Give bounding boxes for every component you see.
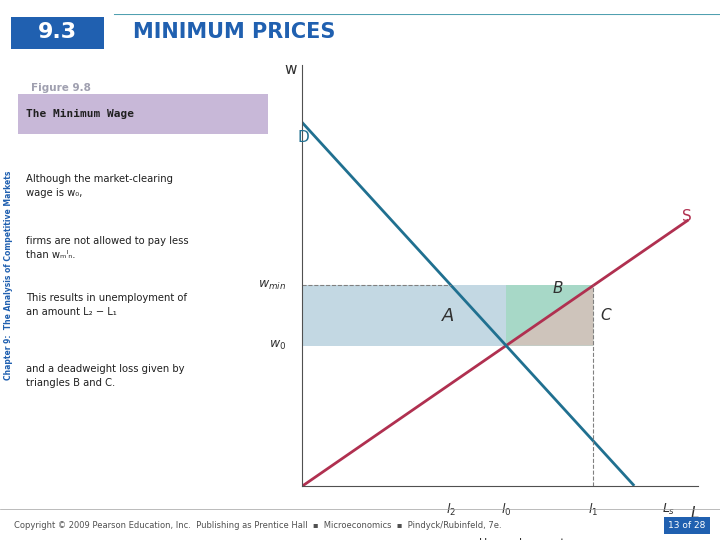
Text: w: w (284, 62, 297, 77)
Text: Although the market-clearing
wage is w₀,: Although the market-clearing wage is w₀, (26, 173, 173, 198)
Text: $l_1$: $l_1$ (588, 502, 598, 518)
Text: $w_0$: $w_0$ (269, 339, 286, 352)
Text: 13 of 28: 13 of 28 (668, 521, 706, 530)
Text: A: A (441, 307, 454, 325)
Text: $L_s$: $L_s$ (662, 502, 676, 517)
Polygon shape (506, 286, 593, 346)
Text: Figure 9.8: Figure 9.8 (31, 83, 91, 93)
Text: Copyright © 2009 Pearson Education, Inc.  Publishing as Prentice Hall  ▪  Microe: Copyright © 2009 Pearson Education, Inc.… (14, 521, 502, 530)
Text: and a deadweight loss given by
triangles B and C.: and a deadweight loss given by triangles… (26, 364, 184, 388)
Text: 9.3: 9.3 (38, 22, 77, 43)
Text: Chapter 9:  The Analysis of Competitive Markets: Chapter 9: The Analysis of Competitive M… (4, 171, 14, 380)
FancyBboxPatch shape (18, 94, 268, 134)
Polygon shape (506, 286, 593, 346)
Polygon shape (302, 286, 593, 346)
Text: $w_{min}$: $w_{min}$ (258, 279, 286, 292)
Text: D: D (297, 130, 309, 145)
Text: Unemployment: Unemployment (480, 538, 565, 540)
FancyBboxPatch shape (11, 17, 104, 50)
Text: S: S (683, 209, 692, 224)
Polygon shape (506, 286, 593, 346)
Text: This results in unemployment of
an amount L₂ − L₁: This results in unemployment of an amoun… (26, 293, 187, 317)
Text: The Minimum Wage: The Minimum Wage (26, 109, 134, 119)
Text: L: L (690, 506, 699, 521)
Text: MINIMUM PRICES: MINIMUM PRICES (133, 22, 336, 43)
Text: $l_0$: $l_0$ (501, 502, 511, 518)
Text: C: C (600, 308, 611, 323)
Text: $l_2$: $l_2$ (446, 502, 456, 518)
Text: firms are not allowed to pay less
than wₘᴵₙ.: firms are not allowed to pay less than w… (26, 235, 189, 260)
Text: B: B (553, 281, 563, 296)
